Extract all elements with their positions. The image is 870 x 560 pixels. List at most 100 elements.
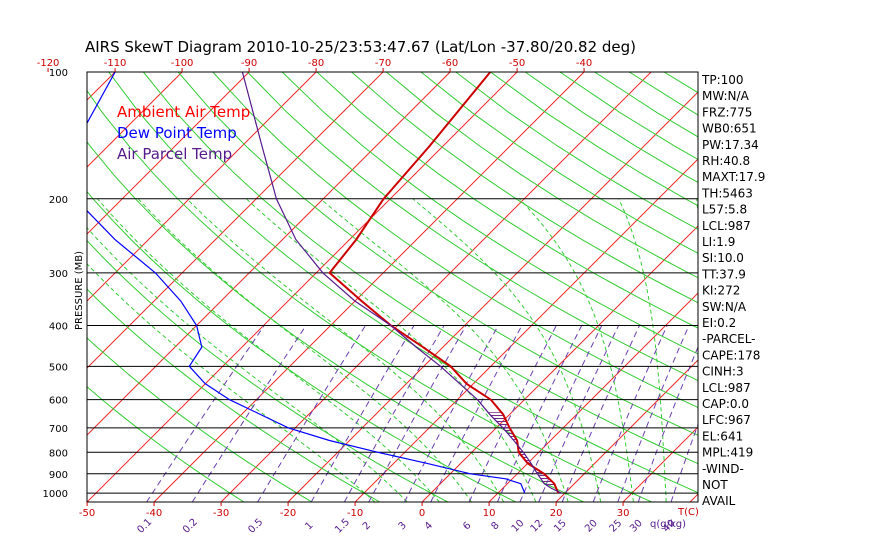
stats-item: PW:17.34 bbox=[702, 138, 759, 152]
dry-adiabat-line bbox=[177, 72, 698, 436]
dry-adiabat-line bbox=[351, 72, 698, 304]
moist-adiabat-line bbox=[412, 198, 602, 502]
isotherm-line bbox=[87, 72, 317, 302]
mixing-ratio-tick-label: 3 bbox=[397, 520, 409, 532]
pressure-tick-label: 600 bbox=[49, 396, 68, 407]
stats-item: CINH:3 bbox=[702, 365, 744, 379]
mixing-ratio-tick-label: 8 bbox=[489, 520, 501, 532]
stats-item: FRZ:775 bbox=[702, 105, 752, 119]
mixing-ratio-lines bbox=[146, 325, 698, 502]
dew-point-temp-line bbox=[87, 72, 526, 494]
stats-item: L57:5.8 bbox=[702, 203, 747, 217]
mixing-ratio-tick-label: 15 bbox=[552, 518, 569, 535]
top-temp-tick-label: -120 bbox=[37, 58, 60, 69]
dry-adiabat-lines bbox=[87, 72, 870, 502]
mixing-ratio-tick-label: 25 bbox=[608, 518, 625, 535]
isotherm-line bbox=[0, 72, 48, 502]
mixing-ratio-tick-label: 2 bbox=[361, 520, 373, 532]
mixing-ratio-line bbox=[592, 325, 668, 502]
mixing-ratio-unit: q(g/kg) bbox=[650, 519, 686, 530]
stats-item: -PARCEL- bbox=[702, 332, 756, 346]
pressure-tick-label: 500 bbox=[49, 362, 68, 373]
mixing-ratio-tick-label: 0.5 bbox=[246, 517, 265, 536]
stats-item: TT:37.9 bbox=[701, 267, 746, 281]
bottom-temp-tick-label: -10 bbox=[347, 508, 363, 519]
moist-adiabat-line bbox=[519, 198, 634, 502]
dry-adiabat-line bbox=[87, 141, 584, 502]
chart-title: AIRS SkewT Diagram 2010-10-25/23:53:47.6… bbox=[85, 38, 636, 56]
isotherm-line bbox=[824, 72, 870, 502]
isotherm-lines bbox=[0, 72, 870, 502]
dry-adiabat-line bbox=[663, 72, 698, 94]
isotherm-line bbox=[87, 72, 183, 168]
moist-adiabat-line bbox=[87, 263, 376, 502]
dry-adiabat-line bbox=[733, 72, 870, 502]
mixing-ratio-line bbox=[368, 325, 467, 502]
stats-item: EI:0.2 bbox=[702, 316, 736, 330]
plot-frame bbox=[86, 71, 699, 503]
top-temp-tick-label: -70 bbox=[375, 58, 391, 69]
mixing-ratio-line bbox=[468, 325, 557, 502]
dry-adiabat-line bbox=[87, 239, 449, 502]
bottom-temp-tick-label: 10 bbox=[483, 508, 496, 519]
legend: Ambient Air Temp Dew Point Temp Air Parc… bbox=[117, 103, 250, 163]
stats-item: MW:N/A bbox=[702, 89, 750, 103]
stats-item: CAP:0.0 bbox=[702, 397, 749, 411]
dry-adiabat-line bbox=[247, 72, 698, 382]
mixing-ratio-tick-label: 10 bbox=[510, 518, 527, 535]
pressure-tick-label: 100 bbox=[49, 68, 68, 79]
moist-adiabat-line bbox=[97, 198, 440, 502]
mixing-ratio-line bbox=[430, 325, 523, 502]
mixing-ratio-tick-label: 0.2 bbox=[181, 517, 200, 536]
pressure-tick-label: 300 bbox=[49, 269, 68, 280]
dry-adiabat-line bbox=[108, 72, 698, 494]
mixing-ratio-line bbox=[191, 325, 307, 502]
bottom-temp-tick-label: 20 bbox=[550, 508, 563, 519]
mixing-ratio-line bbox=[496, 325, 583, 502]
mixing-ratio-line bbox=[146, 325, 265, 502]
isotherm-line bbox=[757, 72, 870, 502]
y-axis-label: PRESSURE (MB) bbox=[74, 251, 85, 330]
pressure-tick-label: 400 bbox=[49, 322, 68, 333]
stats-item: LFC:967 bbox=[702, 413, 751, 427]
mixing-ratio-line bbox=[538, 325, 620, 502]
top-temp-tick-label: -60 bbox=[442, 58, 458, 69]
stats-panel: TP:100 MW:N/A FRZ:775 WB0:651 PW:17.34 RH:40.… bbox=[701, 73, 765, 508]
mixing-ratio-line bbox=[519, 325, 603, 502]
moist-adiabat-line bbox=[87, 226, 408, 502]
isotherm-line bbox=[220, 72, 652, 502]
isotherm-line bbox=[488, 292, 698, 502]
mixing-ratio-tick-label: 12 bbox=[529, 518, 546, 535]
dry-adiabat-line bbox=[838, 72, 870, 502]
mixing-ratio-line bbox=[343, 325, 445, 502]
mixing-ratio-tick-label: 4 bbox=[423, 520, 435, 532]
dry-adiabat-line bbox=[87, 89, 652, 502]
mixing-ratio-tick-labels: 0.1 0.2 0.5 1 1.5 2 3 4 6 8 10 12 15 20 25 30 40 bbox=[135, 517, 677, 536]
mixing-ratio-line bbox=[257, 325, 366, 502]
top-temp-tick-label: -40 bbox=[576, 58, 592, 69]
pressure-tick-label: 800 bbox=[49, 448, 68, 459]
top-temp-tick-label: -90 bbox=[241, 58, 257, 69]
bottom-temp-tick-label: -50 bbox=[79, 508, 95, 519]
mixing-ratio-tick-label: 30 bbox=[628, 518, 645, 535]
isotherm-line bbox=[622, 426, 698, 502]
stats-item: TP:100 bbox=[701, 73, 744, 87]
pressure-tick-label: 1000 bbox=[43, 489, 68, 500]
bottom-temp-tick-label: 30 bbox=[617, 508, 630, 519]
dry-adiabat-line bbox=[212, 72, 698, 409]
stats-item: TH:5463 bbox=[701, 186, 753, 200]
air-parcel-temp-line bbox=[241, 72, 562, 494]
dry-adiabat-line bbox=[87, 190, 516, 502]
stats-item: SW:N/A bbox=[702, 300, 747, 314]
stats-item: -WIND- bbox=[702, 462, 744, 476]
pressure-tick-label: 200 bbox=[49, 195, 68, 206]
mixing-ratio-tick-label: 20 bbox=[583, 518, 600, 535]
legend-ambient-air-temp: Ambient Air Temp bbox=[117, 103, 250, 121]
dry-adiabat-line bbox=[768, 72, 870, 502]
dry-adiabat-line bbox=[316, 72, 698, 329]
mixing-ratio-line bbox=[404, 325, 499, 502]
moist-adiabat-line bbox=[245, 198, 537, 502]
stats-item: MAXT:17.9 bbox=[702, 170, 765, 184]
legend-air-parcel-temp: Air Parcel Temp bbox=[117, 145, 232, 163]
